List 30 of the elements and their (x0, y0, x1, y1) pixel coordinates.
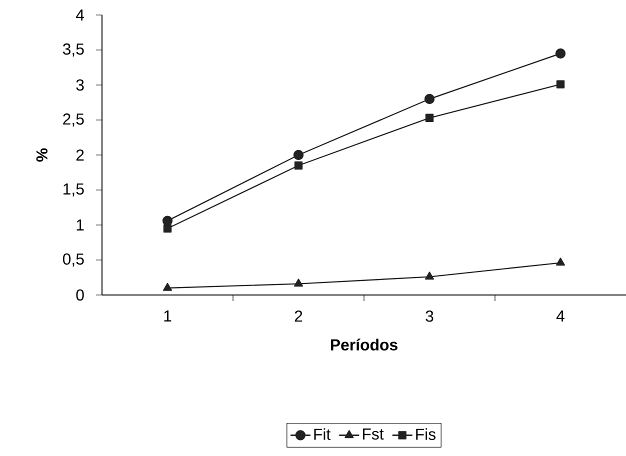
point (294, 278, 303, 287)
point (424, 94, 435, 104)
legend-label: Fst (362, 428, 384, 440)
point (555, 48, 566, 59)
point (163, 282, 172, 291)
y-tick-label: 3 (76, 79, 84, 91)
point (163, 224, 172, 233)
y-tick-label: 1 (76, 220, 84, 230)
x-tick-label: 4 (556, 310, 564, 322)
y-tick-label: 0 (76, 289, 84, 301)
legend-label: Fis (416, 428, 436, 440)
y-axis-title: % (36, 148, 48, 162)
y-tick-label: 2 (76, 149, 84, 161)
x-tick-label: 1 (164, 310, 172, 322)
point (162, 216, 173, 226)
y-tick-label: 4 (76, 10, 84, 20)
point (556, 80, 565, 88)
x-tick-label: 3 (426, 310, 434, 322)
point (556, 258, 565, 266)
point (294, 161, 303, 170)
y-tick-label: 2,5 (63, 113, 84, 127)
point (425, 272, 434, 280)
point (425, 114, 434, 122)
y-tick-label: 1,5 (64, 183, 84, 196)
y-tick-label: 3,5 (62, 43, 84, 57)
x-axis-title: Períodos (330, 338, 398, 350)
y-tick-label: 0,5 (62, 253, 84, 267)
legend-label: Fit (314, 428, 331, 440)
x-tick-label: 2 (294, 310, 302, 322)
point (293, 150, 304, 160)
